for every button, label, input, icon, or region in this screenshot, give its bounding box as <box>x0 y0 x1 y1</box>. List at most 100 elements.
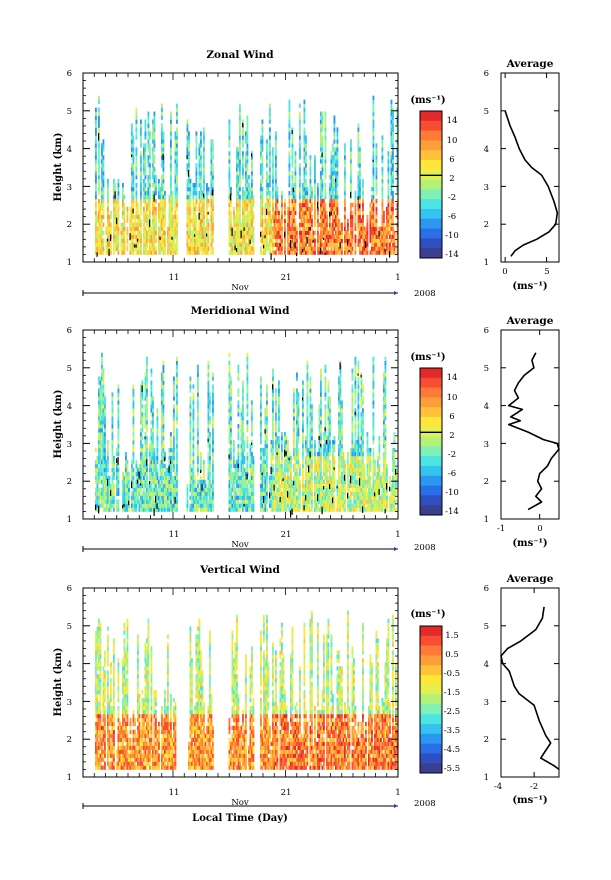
heatmap-cell <box>173 464 175 468</box>
heatmap-cell <box>229 484 231 488</box>
heatmap-cell <box>242 436 244 440</box>
heatmap-cell <box>133 424 135 428</box>
heatmap-cell <box>392 147 394 151</box>
heatmap-cell <box>146 448 148 452</box>
heatmap-cell <box>253 195 255 199</box>
x-tick-label: 11 <box>169 273 180 283</box>
heatmap-cell <box>322 139 324 143</box>
contour-mark <box>280 243 281 246</box>
heatmap-cell <box>203 223 205 227</box>
colorbar-tick-label: -14 <box>445 250 459 260</box>
heatmap-cell <box>140 223 142 227</box>
heatmap-cell <box>292 135 294 139</box>
heatmap-cell <box>176 460 178 464</box>
heatmap-cell <box>118 432 120 436</box>
heatmap-cell <box>212 239 214 243</box>
heatmap-cell <box>266 155 268 159</box>
heatmap-cell <box>235 488 237 492</box>
heatmap-cell <box>212 412 214 416</box>
heatmap-cell <box>350 147 352 151</box>
heatmap-cell <box>212 171 214 175</box>
heatmap-cell <box>151 380 153 384</box>
heatmap-cell <box>103 207 105 211</box>
heatmap-cell <box>230 404 232 408</box>
heatmap-cell <box>277 191 279 195</box>
heatmap-cell <box>140 239 142 243</box>
heatmap-cell <box>155 484 157 488</box>
heatmap-cell <box>133 179 135 183</box>
heatmap-cell <box>118 452 120 456</box>
heatmap-cell <box>149 135 151 139</box>
heatmap-cell <box>266 195 268 199</box>
heatmap-cell <box>341 247 343 251</box>
heatmap-cell <box>392 127 394 131</box>
heatmap-cell <box>197 392 199 396</box>
heatmap-cell <box>128 496 130 500</box>
heatmap-cell <box>146 247 148 251</box>
heatmap-cell <box>230 203 232 207</box>
contour-mark <box>208 212 209 214</box>
heatmap-cell <box>289 135 291 139</box>
heatmap-cell <box>133 452 135 456</box>
colorbar-swatch <box>420 140 442 150</box>
heatmap-cell <box>95 195 97 199</box>
heatmap-cell <box>163 131 165 135</box>
heatmap-cell <box>190 436 192 440</box>
heatmap-cell <box>113 464 115 468</box>
heatmap-cell <box>334 119 336 123</box>
heatmap-cell <box>148 112 150 116</box>
heatmap-cell <box>269 191 271 195</box>
heatmap-cell <box>341 223 343 227</box>
heatmap-cell <box>149 143 151 147</box>
heatmap-cell <box>172 211 174 215</box>
heatmap-cell <box>154 143 156 147</box>
heatmap-cell <box>98 127 100 131</box>
heatmap-cell <box>188 147 190 151</box>
heatmap-cell <box>133 460 135 464</box>
heatmap-cell <box>289 191 291 195</box>
heatmap-cell <box>146 211 148 215</box>
heatmap-cell <box>388 207 390 211</box>
heatmap-cell <box>344 143 346 147</box>
heatmap-cell <box>244 448 246 452</box>
heatmap-cell <box>103 247 105 251</box>
heatmap-cell <box>173 420 175 424</box>
heatmap-cell <box>113 460 115 464</box>
heatmap-cell <box>284 211 286 215</box>
heatmap-cell <box>190 396 192 400</box>
heatmap-cell <box>190 376 192 380</box>
heatmap-cell <box>205 480 207 484</box>
heatmap-cell <box>245 239 247 243</box>
heatmap-cell <box>197 373 199 377</box>
heatmap-cell <box>133 428 135 432</box>
heatmap-cell <box>163 444 165 448</box>
heatmap-cell <box>98 500 100 504</box>
heatmap-cell <box>176 171 178 175</box>
heatmap-cell <box>367 250 369 254</box>
heatmap-cell <box>124 235 126 239</box>
heatmap-cell <box>317 211 319 215</box>
heatmap-cell <box>322 123 324 127</box>
heatmap-cell <box>271 223 273 227</box>
heatmap-cell <box>137 203 139 207</box>
heatmap-cell <box>362 211 364 215</box>
heatmap-cell <box>190 400 192 404</box>
heatmap-cell <box>284 203 286 207</box>
heatmap-cell <box>266 139 268 143</box>
heatmap-cell <box>212 472 214 476</box>
heatmap-cell <box>304 175 306 179</box>
heatmap-cell <box>136 504 138 508</box>
heatmap-cell <box>176 143 178 147</box>
heatmap-cell <box>164 203 166 207</box>
heatmap-cell <box>238 365 240 369</box>
heatmap-cell <box>209 432 211 436</box>
y-tick-label: 4 <box>484 145 489 155</box>
heatmap-cell <box>208 247 210 251</box>
heatmap-cell <box>373 100 375 104</box>
heatmap-cell <box>350 207 352 211</box>
heatmap-cell <box>307 195 309 199</box>
heatmap-cell <box>118 472 120 476</box>
heatmap-cell <box>344 171 346 175</box>
contour-mark <box>329 212 330 217</box>
heatmap-cell <box>155 215 157 219</box>
